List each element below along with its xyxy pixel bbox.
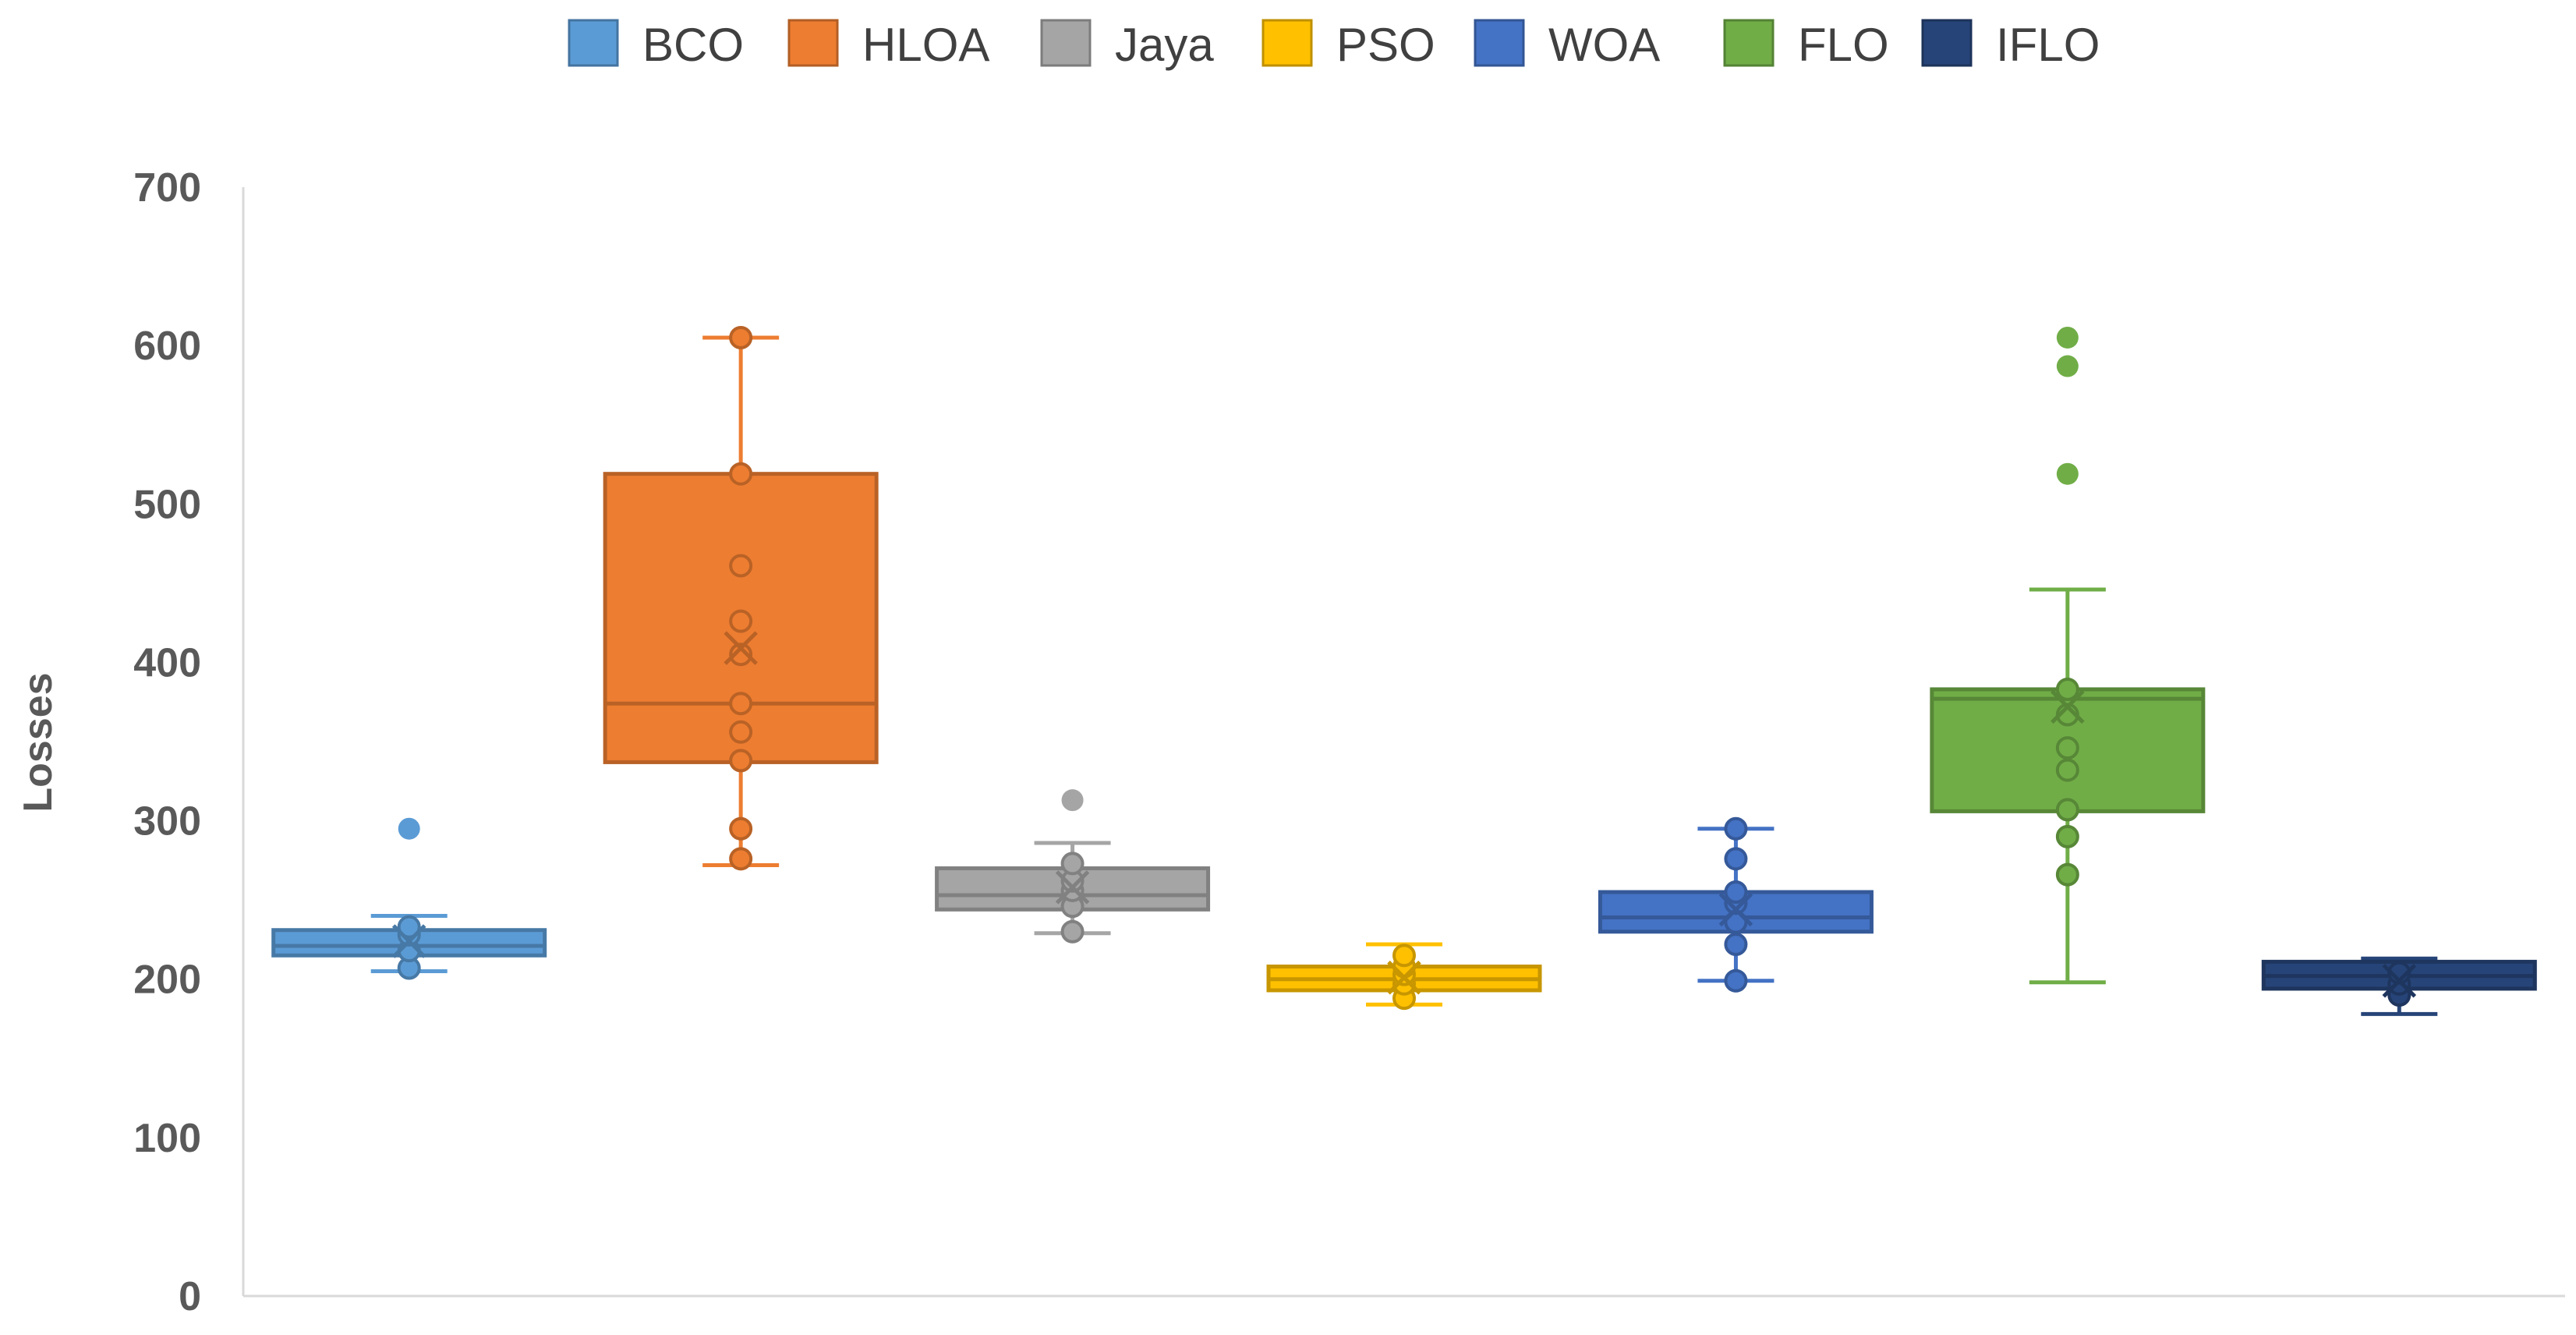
legend-label: PSO <box>1336 19 1435 71</box>
legend-swatch <box>1921 19 1973 67</box>
data-point <box>729 816 753 841</box>
legend-swatch <box>1474 19 1525 67</box>
y-tick-label: 200 <box>133 958 201 1003</box>
legend-item-hloa: HLOA <box>787 19 989 71</box>
box-flo <box>1930 326 2206 985</box>
data-point <box>1724 847 1748 871</box>
mean-marker <box>1387 960 1421 995</box>
legend-label: BCO <box>642 19 744 71</box>
y-axis: 0 100 200 300 400 500 600 700 <box>133 165 201 1319</box>
legend-item-woa: WOA <box>1474 19 1660 71</box>
legend-label: FLO <box>1798 19 1889 71</box>
legend-label: WOA <box>1548 19 1660 71</box>
mean-marker <box>2382 963 2417 998</box>
y-tick-label: 300 <box>133 799 201 845</box>
data-point <box>729 609 753 633</box>
data-point <box>729 749 753 773</box>
y-tick-label: 0 <box>179 1274 201 1319</box>
data-point <box>729 720 753 744</box>
data-point <box>729 325 753 349</box>
legend-swatch <box>568 19 619 67</box>
y-tick-label: 500 <box>133 482 201 527</box>
data-point <box>1724 816 1748 841</box>
outlier-point <box>398 817 420 840</box>
data-point <box>1060 852 1085 876</box>
outlier-point <box>2056 462 2079 485</box>
data-point <box>2055 677 2079 701</box>
data-point <box>729 462 753 486</box>
data-point <box>729 554 753 578</box>
mean-marker <box>391 924 426 958</box>
mean-marker <box>1055 870 1090 905</box>
data-point <box>1392 944 1416 968</box>
data-point <box>729 847 753 871</box>
legend-item-jaya: Jaya <box>1040 19 1214 71</box>
box-iflo <box>2261 956 2537 1016</box>
data-point <box>2055 798 2079 822</box>
data-point <box>2055 862 2079 887</box>
data-point <box>729 692 753 716</box>
box-series <box>271 325 2537 1016</box>
box-bco <box>271 817 547 980</box>
y-tick-label: 400 <box>133 640 201 685</box>
y-axis-label: Losses <box>16 672 61 812</box>
data-point <box>2055 736 2079 760</box>
box-pso <box>1266 942 1542 1011</box>
legend-swatch <box>1723 19 1775 67</box>
legend: BCO HLOA Jaya PSO WOA FLO IFLO <box>568 19 2100 71</box>
box-hloa <box>603 325 879 871</box>
data-point <box>1724 933 1748 957</box>
box-woa <box>1598 816 1874 993</box>
y-tick-label: 600 <box>133 324 201 369</box>
mean-marker <box>1718 892 1753 927</box>
y-tick-label: 700 <box>133 165 201 211</box>
outlier-point <box>2056 326 2079 349</box>
legend-swatch <box>1040 19 1092 67</box>
legend-item-pso: PSO <box>1261 19 1435 71</box>
plot-area <box>242 187 2565 1298</box>
data-point <box>2055 758 2079 782</box>
data-point <box>1724 968 1748 993</box>
data-point <box>2055 824 2079 848</box>
y-tick-label: 100 <box>133 1116 201 1161</box>
data-point <box>397 915 421 939</box>
mean-marker <box>724 631 758 665</box>
legend-label: IFLO <box>1996 19 2100 71</box>
data-point <box>1724 880 1748 904</box>
outlier-point <box>1061 789 1084 812</box>
legend-item-bco: BCO <box>568 19 744 71</box>
outlier-point <box>2056 355 2079 377</box>
legend-item-iflo: IFLO <box>1921 19 2100 71</box>
legend-item-flo: FLO <box>1723 19 1889 71</box>
legend-label: HLOA <box>862 19 989 71</box>
legend-swatch <box>787 19 839 67</box>
data-point <box>1060 919 1085 944</box>
legend-swatch <box>1261 19 1313 67</box>
box-jaya <box>935 789 1211 944</box>
data-point <box>729 643 753 667</box>
legend-label: Jaya <box>1115 19 1214 71</box>
mean-marker <box>2051 689 2085 724</box>
